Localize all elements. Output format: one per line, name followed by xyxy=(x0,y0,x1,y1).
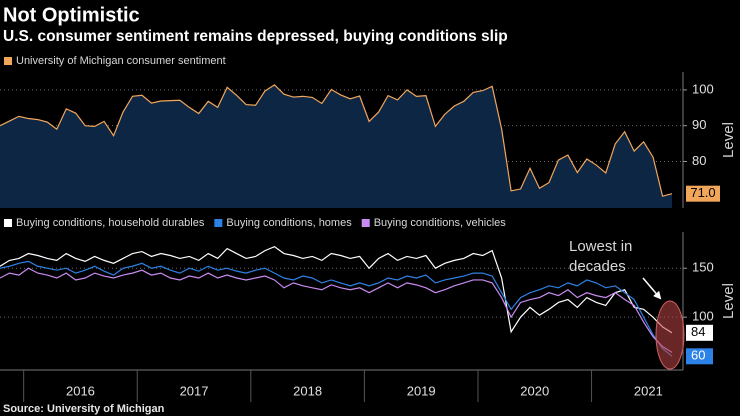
source: Source: University of Michigan xyxy=(3,403,165,415)
chart-subtitle: U.S. consumer sentiment remains depresse… xyxy=(3,28,508,45)
end-label: 71.0 xyxy=(690,185,715,200)
legend-swatch xyxy=(361,219,370,227)
highlight-ellipse xyxy=(655,300,685,370)
legend-swatch xyxy=(4,219,12,227)
legend-label: Buying conditions, household durables xyxy=(16,217,205,229)
line xyxy=(0,84,673,197)
legend-label: Buying conditions, vehicles xyxy=(374,217,507,229)
line xyxy=(0,245,673,334)
y-axis-label: Level xyxy=(720,283,737,319)
x-tick-label: 2016 xyxy=(66,383,95,398)
annotation-arrow xyxy=(642,277,662,300)
y-tick-label: 100 xyxy=(692,81,714,96)
y-axis-label: Level xyxy=(720,122,737,158)
legend-swatch xyxy=(4,57,12,65)
x-tick-label: 2019 xyxy=(407,383,436,398)
y-tick-label: 150 xyxy=(692,260,714,275)
legend-label: Buying conditions, homes xyxy=(226,217,352,229)
end-label-box xyxy=(686,185,720,202)
x-tick-label: 2021 xyxy=(634,383,663,398)
end-label: 60 xyxy=(691,348,705,363)
end-label-box xyxy=(686,324,713,341)
end-label: 84 xyxy=(691,324,705,339)
annotation: Lowest in xyxy=(569,238,632,255)
y-tick-label: 100 xyxy=(692,309,714,324)
x-tick-label: 2017 xyxy=(180,383,209,398)
x-tick-label: 2020 xyxy=(520,383,549,398)
area xyxy=(0,84,672,208)
annotation: decades xyxy=(569,258,626,275)
line xyxy=(0,267,673,353)
end-label-box xyxy=(686,348,713,365)
y-tick-label: 80 xyxy=(692,153,706,168)
y-tick-label: 90 xyxy=(692,117,706,132)
legend-label: University of Michigan consumer sentimen… xyxy=(16,55,226,67)
x-tick-label: 2018 xyxy=(293,383,322,398)
line xyxy=(0,260,673,357)
legend-swatch xyxy=(214,219,223,227)
chart-title: Not Optimistic xyxy=(3,4,140,26)
